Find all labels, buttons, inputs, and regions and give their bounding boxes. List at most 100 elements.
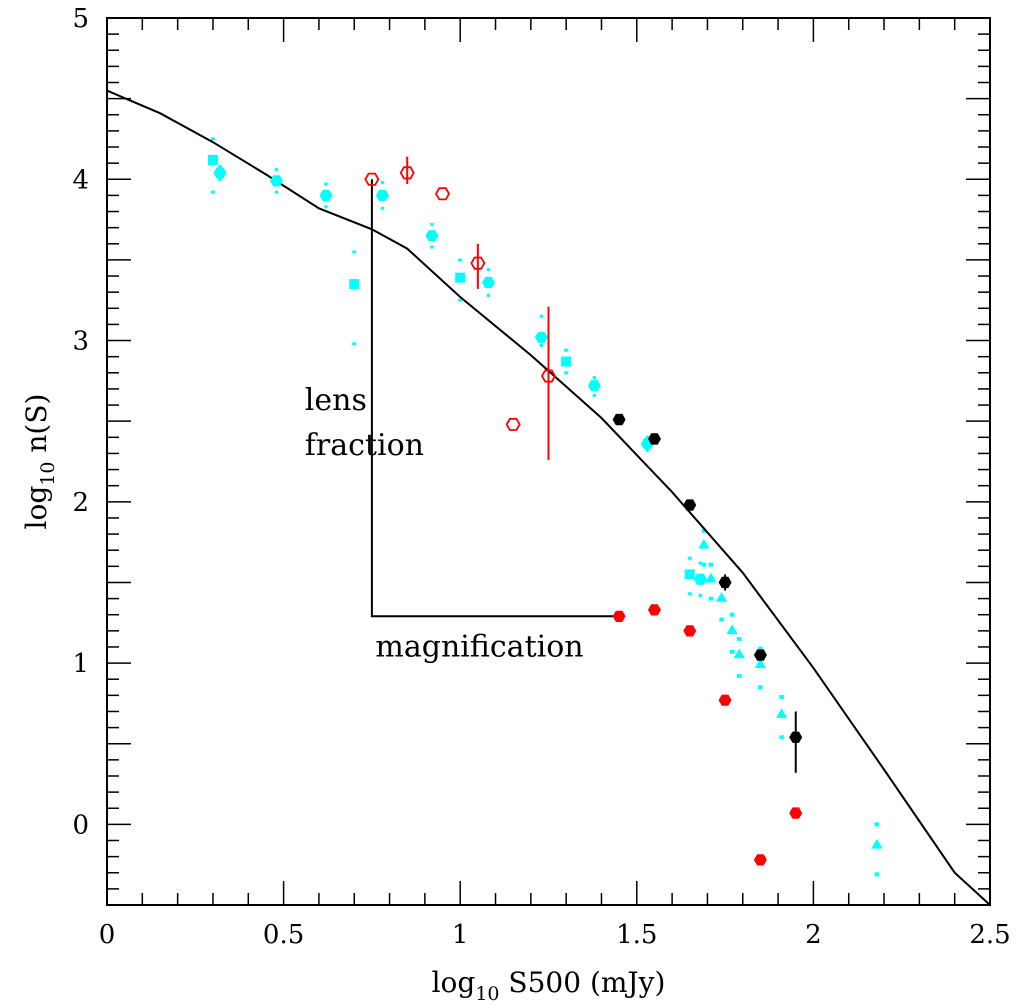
lens-bracket xyxy=(370,179,620,618)
data-point xyxy=(540,369,557,383)
data-point xyxy=(612,610,626,622)
data-point xyxy=(753,854,767,866)
error-cap xyxy=(592,375,597,380)
data-point xyxy=(364,172,380,186)
error-cap xyxy=(352,250,357,254)
error-cap xyxy=(324,204,328,209)
error-cap xyxy=(380,180,385,185)
error-cap xyxy=(701,528,707,533)
data-point xyxy=(376,189,389,201)
error-cap xyxy=(698,561,703,565)
data-point xyxy=(715,592,728,602)
error-cap xyxy=(708,562,714,567)
y-tick-label: 2 xyxy=(72,488,89,518)
data-point xyxy=(776,708,788,718)
x-tick-label: 1.5 xyxy=(616,920,657,950)
error-cap xyxy=(758,646,763,651)
data-point xyxy=(683,499,697,511)
data-point xyxy=(434,187,451,201)
error-cap xyxy=(352,342,357,346)
error-cap xyxy=(210,137,215,141)
error-cap xyxy=(539,314,544,319)
data-point xyxy=(693,573,707,585)
error-cap xyxy=(210,190,215,194)
data-point xyxy=(207,154,218,165)
data-point xyxy=(561,356,572,367)
error-cap xyxy=(592,393,597,398)
data-point xyxy=(612,413,626,426)
x-tick-label: 1 xyxy=(452,920,469,950)
error-cap xyxy=(874,872,880,877)
error-cap xyxy=(687,556,692,560)
error-cap xyxy=(736,673,742,678)
error-cap xyxy=(486,267,491,272)
data-point xyxy=(470,256,486,270)
data-point xyxy=(871,838,883,849)
error-cap xyxy=(539,343,544,348)
error-cap xyxy=(274,167,279,172)
y-tick-label: 1 xyxy=(72,649,89,679)
data-point xyxy=(425,230,439,242)
error-cap xyxy=(758,685,763,690)
data-points xyxy=(207,154,883,866)
annotation-label: magnification xyxy=(375,630,583,665)
data-point xyxy=(718,576,732,589)
error-cap xyxy=(708,596,714,601)
error-cap xyxy=(380,206,385,211)
data-point xyxy=(753,649,767,661)
data-point xyxy=(648,604,661,616)
data-point xyxy=(455,272,466,283)
model-curve-line xyxy=(106,89,991,906)
model-curve xyxy=(106,89,991,906)
error-cap xyxy=(779,694,784,699)
data-point xyxy=(683,625,697,637)
data-point xyxy=(319,189,333,201)
error-cap xyxy=(430,222,434,227)
data-point xyxy=(213,167,227,179)
data-point xyxy=(726,624,738,635)
y-tick-label: 3 xyxy=(72,327,89,357)
annotation-label: lens xyxy=(305,383,367,418)
error-cap xyxy=(701,562,707,567)
error-cap xyxy=(324,182,328,186)
error-bars xyxy=(210,137,880,877)
x-axis-label: log10 S500 (mJy) xyxy=(432,966,666,1005)
error-cap xyxy=(564,371,569,375)
ticks xyxy=(106,17,991,906)
tick-labels: 0 0.5 1 1.5 2 2.5 0 1 2 3 4 5 xyxy=(72,4,1010,950)
data-point xyxy=(754,658,766,668)
error-cap xyxy=(874,822,880,827)
error-cap xyxy=(736,636,742,641)
error-cap xyxy=(687,592,692,596)
x-tick-label: 0 xyxy=(99,920,116,950)
data-point xyxy=(698,538,710,549)
error-cap xyxy=(779,735,784,740)
annotation-label: fraction xyxy=(305,428,424,463)
error-cap xyxy=(486,293,491,298)
error-cap xyxy=(729,649,735,654)
y-tick-label: 4 xyxy=(72,165,89,195)
x-tick-label: 2.5 xyxy=(969,920,1010,950)
bracket-line xyxy=(370,179,620,618)
error-cap xyxy=(564,348,569,352)
y-tick-label: 5 xyxy=(72,4,89,34)
data-point xyxy=(349,279,360,290)
data-point xyxy=(482,276,495,289)
x-tick-label: 0.5 xyxy=(263,920,304,950)
y-tick-label: 0 xyxy=(72,810,89,840)
annotations: lens fraction magnification xyxy=(305,383,584,665)
data-point xyxy=(648,433,661,445)
data-point xyxy=(705,572,717,583)
data-point xyxy=(587,380,601,392)
plot-frame xyxy=(106,17,991,906)
error-cap xyxy=(698,593,703,598)
data-point xyxy=(733,648,745,659)
error-cap xyxy=(274,190,279,194)
data-point xyxy=(270,175,283,187)
data-point xyxy=(534,331,548,343)
data-point xyxy=(684,569,695,580)
x-tick-label: 2 xyxy=(805,920,822,950)
error-cap xyxy=(458,258,463,262)
data-point xyxy=(789,807,803,819)
